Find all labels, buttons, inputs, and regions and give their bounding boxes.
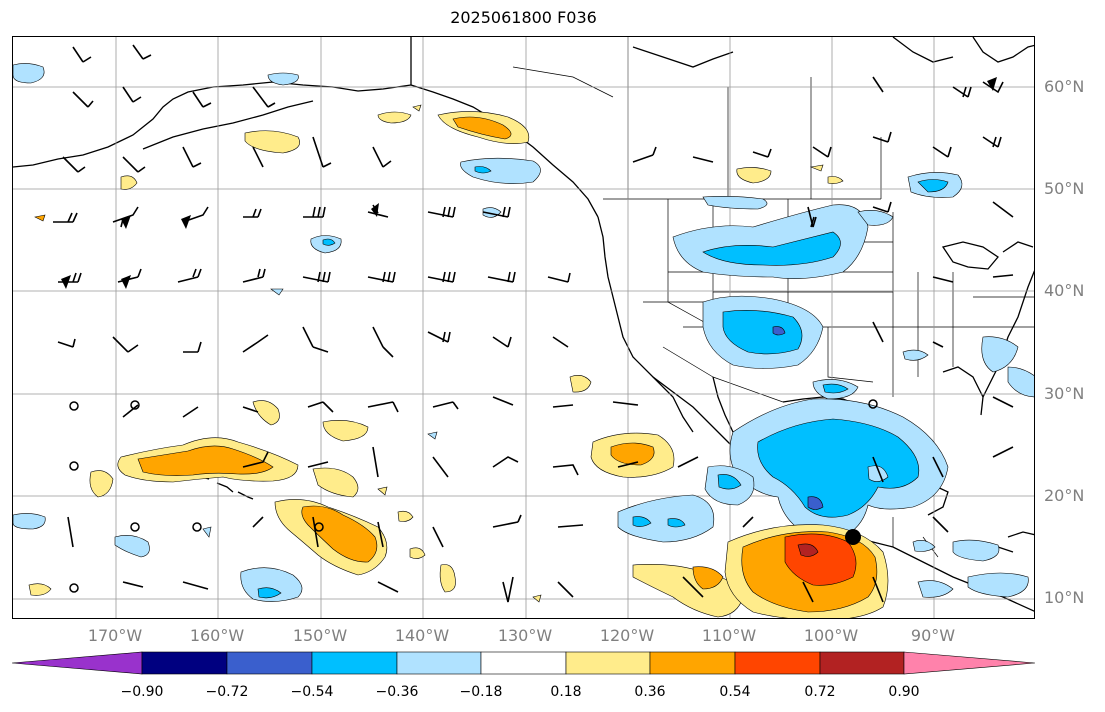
- lon-label-90w: 90°W: [910, 626, 956, 645]
- map-canvas: [13, 37, 1034, 618]
- map-panel: [12, 36, 1035, 619]
- colorbar-tick-label: 0.54: [719, 684, 751, 700]
- negative-contours: [13, 63, 1034, 602]
- lat-label-30n: 30°N: [1044, 384, 1085, 403]
- colorbar-tick-label: 0.90: [888, 684, 920, 700]
- coastlines: [13, 37, 1034, 612]
- colorbar-segment: [565, 651, 651, 675]
- lon-label-140w: 140°W: [394, 626, 450, 645]
- lat-label-50n: 50°N: [1044, 179, 1085, 198]
- colorbar: [11, 651, 1036, 675]
- colorbar-tick-label: 0.18: [550, 684, 582, 700]
- lat-label-20n: 20°N: [1044, 486, 1085, 505]
- graticule: [13, 37, 1034, 618]
- colorbar-segment: [11, 651, 143, 675]
- wind-barb-flags: [61, 77, 997, 289]
- colorbar-tick-label: 0.72: [804, 684, 836, 700]
- colorbar-tick-label: −0.90: [120, 684, 164, 700]
- colorbar-tick-label: 0.36: [634, 684, 666, 700]
- colorbar-tick-label: −0.18: [459, 684, 503, 700]
- calm-wind-markers: [69, 399, 878, 593]
- lat-label-10n: 10°N: [1044, 588, 1085, 607]
- lon-label-150w: 150°W: [292, 626, 348, 645]
- colorbar-segment: [311, 651, 398, 675]
- colorbar-segment: [649, 651, 736, 675]
- colorbar-tick-label: −0.72: [205, 684, 249, 700]
- colorbar-segment: [226, 651, 313, 675]
- map-title: 2025061800 F036: [450, 8, 597, 27]
- colorbar-segment: [480, 651, 567, 675]
- location-marker: [845, 529, 861, 545]
- colorbar-segment: [734, 651, 821, 675]
- lon-label-170w: 170°W: [87, 626, 143, 645]
- colorbar-segment: [396, 651, 482, 675]
- colorbar-segment: [141, 651, 228, 675]
- colorbar-segment: [819, 651, 905, 675]
- lat-label-60n: 60°N: [1044, 77, 1085, 96]
- positive-contours: [28, 104, 889, 618]
- wind-barbs: [53, 44, 1014, 603]
- lon-label-130w: 130°W: [497, 626, 553, 645]
- lon-label-110w: 110°W: [701, 626, 757, 645]
- colorbar-tick-label: −0.36: [375, 684, 419, 700]
- colorbar-segment: [903, 651, 1036, 675]
- colorbar-tick-label: −0.54: [290, 684, 334, 700]
- lon-label-120w: 120°W: [599, 626, 655, 645]
- lat-label-40n: 40°N: [1044, 281, 1085, 300]
- lon-label-100w: 100°W: [803, 626, 859, 645]
- lon-label-160w: 160°W: [189, 626, 245, 645]
